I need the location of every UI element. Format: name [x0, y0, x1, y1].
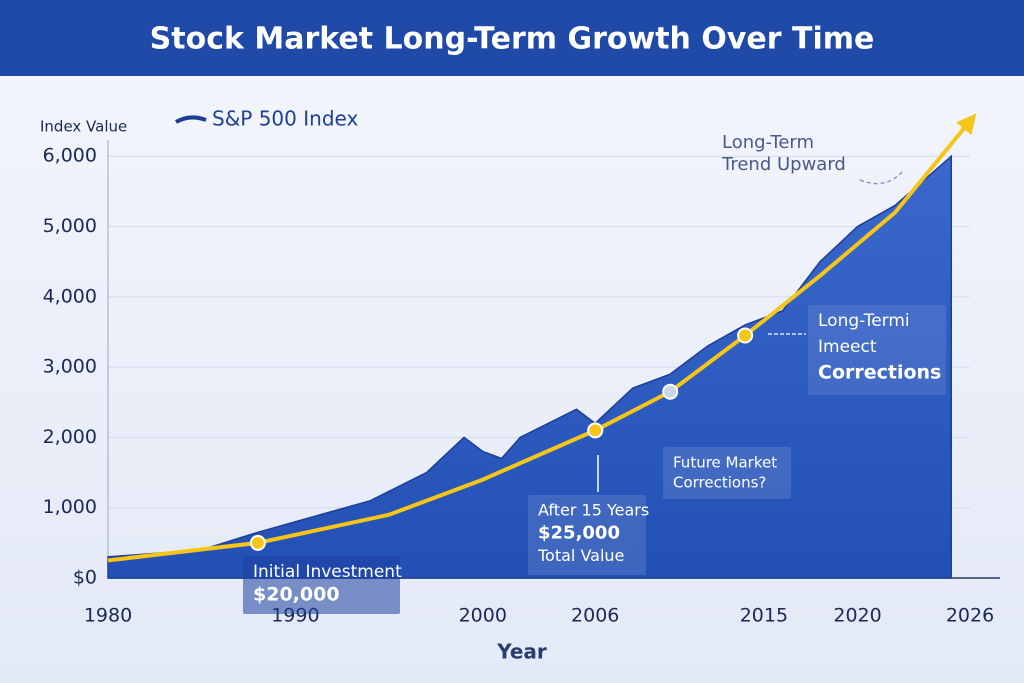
x-tick-label: 2015 [740, 605, 788, 627]
trend-marker [249, 534, 266, 551]
annotation-text: Future Market [673, 454, 777, 472]
annotation-text: Initial Investment [253, 562, 402, 582]
x-tick-label: 2000 [459, 605, 507, 627]
annotation-text: $20,000 [253, 584, 340, 606]
annotation-box [808, 305, 946, 395]
header [0, 0, 1024, 76]
trend-marker [662, 383, 679, 400]
y-tick-label: 2,000 [43, 426, 97, 448]
x-axis-title: Year [496, 640, 547, 664]
trend-line [107, 113, 977, 563]
trend-marker [737, 327, 754, 344]
annotation-text: Imeect [818, 337, 877, 357]
annotation-arrow [859, 171, 903, 185]
annotation-box [663, 447, 791, 499]
y-tick-label: 1,000 [43, 496, 97, 518]
annotation-text: After 15 Years [538, 501, 649, 520]
annotation-box [243, 556, 400, 614]
y-axis-title: Index Value [40, 118, 127, 136]
annotation-text: Total Value [537, 546, 624, 565]
legend-swatch [175, 115, 207, 124]
chart-title: Stock Market Long-Term Growth Over Time [150, 22, 875, 57]
annotation-text: Long-Term [722, 132, 814, 153]
y-tick-label: 4,000 [43, 285, 97, 307]
y-tick-label: 3,000 [43, 356, 97, 378]
annotation-text: Long-Termi [818, 311, 910, 331]
annotation-text: Corrections? [673, 474, 766, 492]
annotation-text: Corrections [818, 362, 941, 384]
annotation-text: Trend Upward [721, 154, 846, 175]
y-tick-label: 5,000 [43, 215, 97, 237]
y-tick-label: $0 [73, 567, 97, 589]
trend-marker [587, 422, 604, 439]
area [107, 154, 953, 579]
x-tick-label: 1980 [84, 605, 132, 627]
legend-label: S&P 500 Index [212, 107, 358, 131]
x-tick-label: 2026 [946, 605, 994, 627]
annotation-text: $25,000 [538, 523, 620, 544]
annotation-box [528, 495, 646, 575]
x-tick-label: 2020 [833, 605, 881, 627]
x-tick-label: 2006 [571, 605, 619, 627]
y-tick-label: 6,000 [43, 145, 97, 167]
